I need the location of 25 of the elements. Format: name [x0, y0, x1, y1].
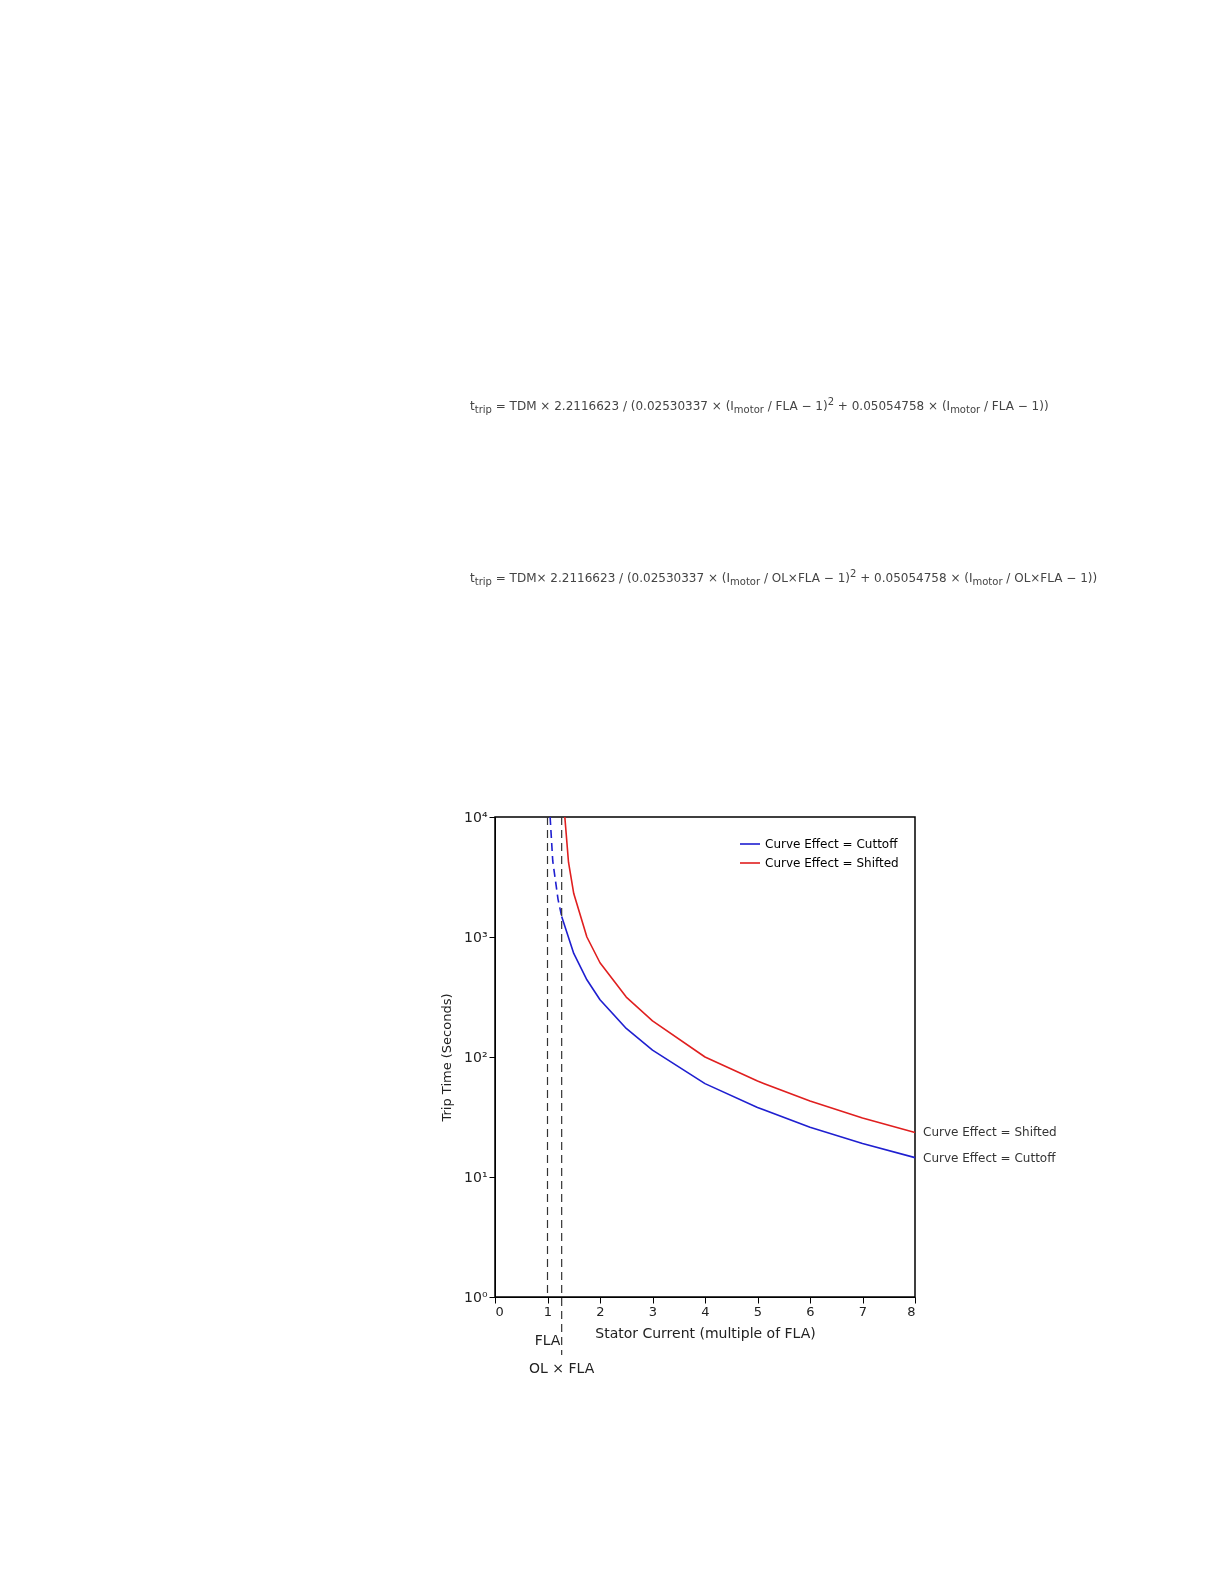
annotation: Curve Effect = Cuttoff	[923, 1150, 1057, 1165]
x-tick-label: 6	[806, 1303, 815, 1319]
y-tick-label: 10²	[464, 1048, 488, 1065]
x-tick-label: 8	[907, 1303, 916, 1319]
text: t$_{trip}$ = TDM × 2.2116623 / (0.02530337 × (I$_{motor}$ / FLA − 1)$^{2}$ + 0.05054758 × (I$_{motor}$ / FLA − 1))	[470, 396, 1049, 416]
y-tick-label: 10⁴	[464, 808, 488, 825]
y-tick-label: 10³	[464, 928, 488, 945]
x-tick-label: 7	[858, 1303, 868, 1319]
ref-line-label: OL × FLA	[529, 1360, 595, 1376]
x-tick-label: 0	[495, 1303, 504, 1319]
y-tick-label: 10¹	[464, 1168, 488, 1185]
line-series	[564, 816, 916, 1134]
annotation: Curve Effect = Shifted	[923, 1125, 1057, 1140]
x-axis-title: Stator Current (multiple of FLA)	[595, 1324, 816, 1341]
legend-label: Curve Effect = Shifted	[765, 856, 899, 870]
x-tick-label: 1	[543, 1303, 553, 1319]
legend-label: Curve Effect = Cuttoff	[765, 837, 899, 851]
x-tick-label: 4	[701, 1303, 710, 1319]
text: t$_{trip}$ = TDM× 2.2116623 / (0.02530337 × (I$_{motor}$ / OL×FLA − 1)$^{2}$ + 0.05054758 × (I$_{motor}$ / OL×FLA − 1))	[470, 568, 1098, 588]
x-tick-label: 2	[596, 1303, 605, 1319]
ref-line-label: FLA	[534, 1332, 561, 1348]
y-tick-label: 10⁰	[464, 1288, 488, 1305]
x-tick-label: 3	[648, 1303, 658, 1319]
x-tick-label: 5	[753, 1303, 763, 1319]
y-axis-title: Trip Time (Seconds)	[439, 993, 455, 1123]
